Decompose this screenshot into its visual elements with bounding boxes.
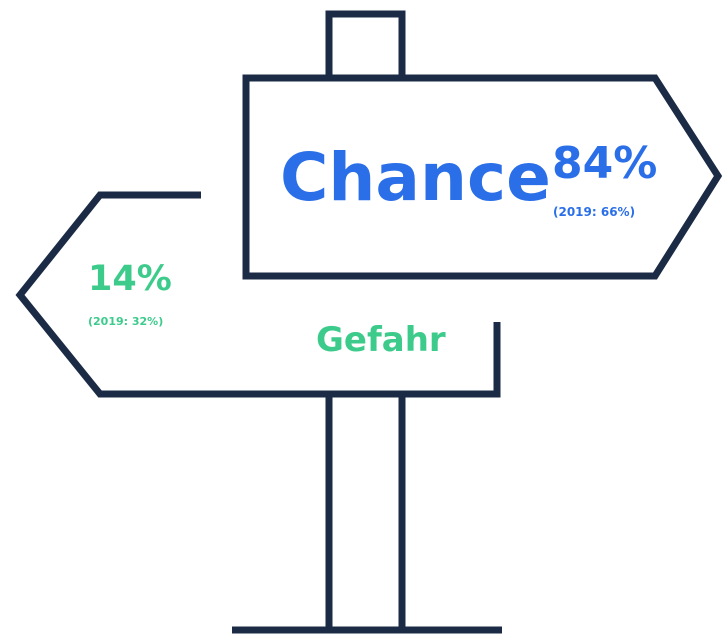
- gefahr-label: Gefahr: [316, 320, 446, 360]
- post-top: [325, 10, 406, 78]
- chance-label: Chance: [280, 139, 551, 216]
- left-sign: [15, 191, 501, 398]
- right-sign: [242, 74, 723, 280]
- chance-value: 84%: [552, 138, 657, 189]
- pole: [325, 394, 406, 630]
- gefahr-value: 14%: [88, 259, 172, 299]
- chance-previous: (2019: 66%): [553, 205, 635, 219]
- gefahr-previous: (2019: 32%): [88, 315, 163, 328]
